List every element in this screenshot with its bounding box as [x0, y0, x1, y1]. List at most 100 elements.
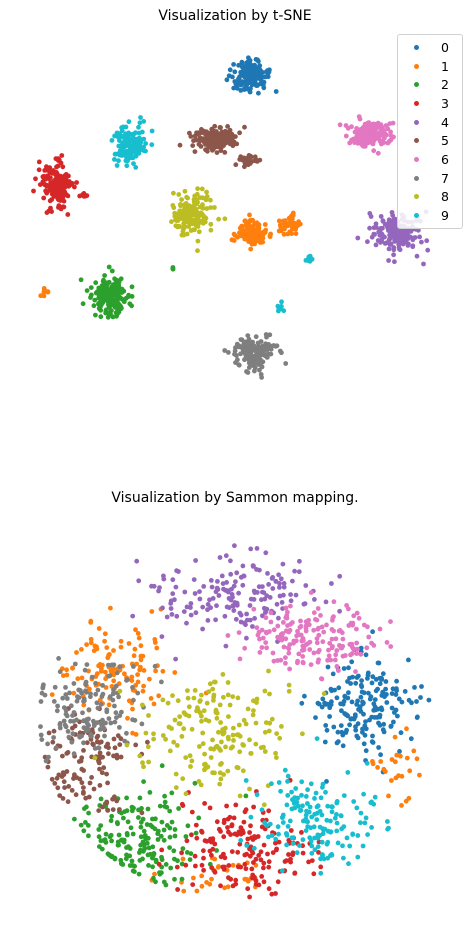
point-class-1 [263, 227, 269, 233]
point-class-6 [328, 657, 334, 663]
point-class-7 [84, 662, 90, 667]
point-class-2 [109, 838, 114, 844]
point-class-3 [318, 864, 324, 870]
point-class-1 [111, 678, 117, 684]
point-class-2 [193, 830, 199, 836]
point-class-1 [245, 222, 251, 228]
point-class-0 [244, 66, 250, 72]
point-class-1 [243, 230, 249, 236]
point-class-2 [115, 308, 120, 314]
point-class-2 [85, 823, 91, 828]
point-class-7 [100, 683, 105, 688]
point-class-3 [46, 208, 52, 214]
point-class-7 [72, 661, 78, 667]
point-class-6 [374, 131, 380, 137]
point-class-0 [406, 657, 411, 663]
point-class-8 [208, 221, 214, 227]
point-class-7 [83, 688, 88, 694]
point-class-8 [185, 695, 191, 701]
point-class-3 [218, 829, 223, 834]
series-4 [130, 543, 343, 662]
point-class-7 [111, 687, 116, 693]
point-class-3 [59, 187, 64, 193]
point-class-4 [337, 608, 342, 614]
point-class-3 [202, 801, 208, 806]
point-class-2 [158, 833, 164, 839]
point-class-1 [149, 609, 155, 614]
point-class-7 [95, 687, 101, 693]
legend-marker [414, 119, 419, 125]
point-class-9 [284, 802, 290, 808]
point-class-8 [225, 680, 231, 685]
point-class-2 [127, 301, 133, 307]
point-class-9 [120, 151, 125, 156]
point-class-9 [293, 786, 299, 791]
point-class-5 [117, 742, 123, 747]
point-class-6 [299, 648, 305, 653]
point-class-5 [74, 775, 80, 780]
point-class-8 [173, 785, 179, 790]
point-class-4 [380, 219, 386, 224]
point-class-2 [102, 273, 107, 278]
point-class-6 [287, 642, 293, 647]
point-class-8 [217, 781, 223, 787]
point-class-8 [266, 668, 271, 674]
point-class-6 [259, 645, 265, 650]
point-class-8 [220, 672, 226, 677]
point-class-7 [135, 690, 141, 696]
point-class-6 [300, 654, 306, 659]
point-class-3 [47, 165, 53, 171]
point-class-2 [157, 871, 163, 877]
point-class-6 [337, 122, 343, 128]
point-class-4 [232, 543, 237, 549]
legend-item-9: 9 [398, 206, 462, 225]
point-class-9 [287, 818, 293, 824]
point-class-1 [289, 216, 295, 222]
point-class-7 [267, 332, 273, 338]
point-class-1 [404, 755, 410, 761]
point-class-8 [145, 744, 151, 750]
point-class-8 [165, 700, 171, 706]
point-class-8 [277, 735, 283, 741]
point-class-8 [200, 202, 205, 208]
point-class-3 [259, 874, 265, 879]
point-class-4 [292, 568, 297, 574]
point-class-6 [297, 625, 303, 630]
point-class-7 [57, 722, 63, 728]
point-class-9 [280, 820, 286, 825]
point-class-5 [105, 780, 110, 786]
point-class-4 [378, 214, 384, 219]
point-class-9 [305, 824, 311, 829]
point-class-1 [212, 856, 218, 862]
point-class-9 [136, 130, 142, 136]
point-class-9 [318, 856, 323, 862]
point-class-3 [247, 853, 253, 859]
point-class-0 [231, 85, 237, 91]
point-class-3 [229, 849, 235, 854]
point-class-4 [278, 576, 284, 582]
point-class-5 [90, 741, 96, 747]
point-class-8 [137, 753, 143, 759]
point-class-8 [212, 679, 217, 685]
point-class-4 [188, 601, 194, 606]
point-class-0 [396, 696, 402, 702]
point-class-8 [171, 205, 177, 211]
point-class-4 [229, 592, 235, 597]
point-class-0 [376, 720, 381, 726]
point-class-3 [290, 850, 296, 856]
point-class-2 [172, 827, 178, 832]
point-class-9 [300, 803, 305, 809]
point-class-3 [258, 857, 264, 863]
point-class-8 [203, 215, 209, 221]
point-class-2 [127, 853, 133, 859]
point-class-7 [116, 694, 121, 700]
point-class-2 [108, 818, 114, 824]
point-class-8 [151, 731, 156, 737]
point-class-5 [227, 127, 233, 133]
point-class-6 [336, 668, 341, 673]
point-class-4 [197, 589, 202, 594]
point-class-0 [415, 714, 420, 720]
point-class-6 [352, 129, 358, 135]
point-class-7 [55, 703, 60, 709]
